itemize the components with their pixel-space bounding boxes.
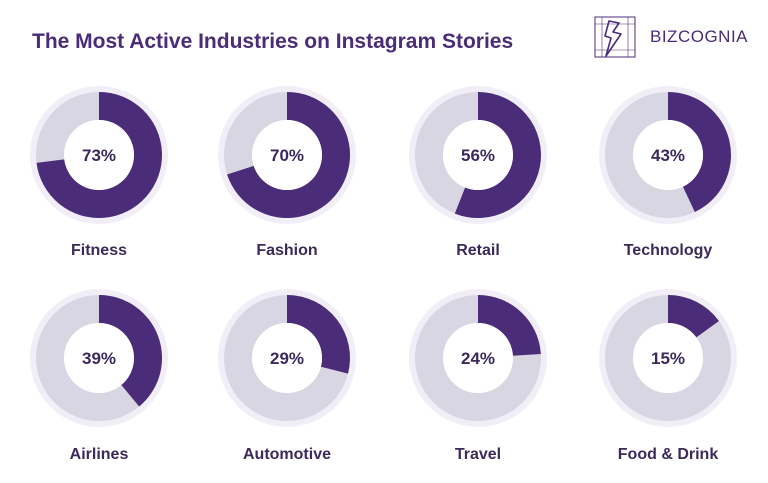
donut-value-label-fitness: 73% [82, 146, 116, 165]
donut-hole-food-and-drink [633, 323, 703, 393]
donut-slice-technology [668, 92, 732, 213]
page-title: The Most Active Industries on Instagram … [32, 30, 514, 53]
donut-value-label-technology: 43% [651, 146, 685, 165]
donut-slice-automotive [287, 295, 351, 374]
donut-hole-fashion [252, 120, 322, 190]
donut-category-label-fashion: Fashion [256, 242, 317, 259]
donut-value-label-travel: 24% [461, 349, 495, 368]
donut-value-label-airlines: 39% [82, 349, 116, 368]
donut-hole-travel [443, 323, 513, 393]
donut-category-label-travel: Travel [455, 446, 501, 463]
donut-food-and-drink: 15% Food & Drink [599, 289, 737, 463]
donut-value-label-automotive: 29% [270, 349, 304, 368]
donut-hole-automotive [252, 323, 322, 393]
donut-retail: 56% Retail [409, 86, 547, 259]
donut-hole-technology [633, 120, 703, 190]
donut-hole-fitness [64, 120, 134, 190]
donut-travel: 24% Travel [409, 289, 547, 463]
brand-name: BIZCOGNIA [650, 27, 749, 46]
donut-slice-food-and-drink [668, 295, 719, 338]
donut-category-label-food-and-drink: Food & Drink [618, 446, 719, 463]
donut-hole-retail [443, 120, 513, 190]
donut-slice-travel [478, 295, 541, 356]
donut-fitness: 73% Fitness [30, 86, 168, 259]
donut-value-label-retail: 56% [461, 146, 495, 165]
donut-value-label-fashion: 70% [270, 146, 304, 165]
donut-category-label-automotive: Automotive [243, 446, 331, 463]
donut-category-label-technology: Technology [624, 242, 713, 259]
donut-technology: 43% Technology [599, 86, 737, 259]
donut-category-label-airlines: Airlines [70, 446, 129, 463]
donut-hole-airlines [64, 323, 134, 393]
bizcognia-logo-icon [594, 16, 636, 58]
donut-slice-airlines [99, 295, 163, 407]
donut-category-label-retail: Retail [456, 242, 500, 259]
donut-slice-retail [454, 92, 542, 218]
brand-logo: BIZCOGNIA [592, 14, 748, 60]
donut-category-label-fitness: Fitness [71, 242, 127, 259]
donut-slice-fitness [36, 92, 162, 218]
donut-fashion: 70% Fashion [218, 86, 356, 259]
donut-slice-fashion [227, 92, 351, 218]
donut-value-label-food-and-drink: 15% [651, 349, 685, 368]
donut-automotive: 29% Automotive [218, 289, 356, 463]
donut-airlines: 39% Airlines [30, 289, 168, 463]
